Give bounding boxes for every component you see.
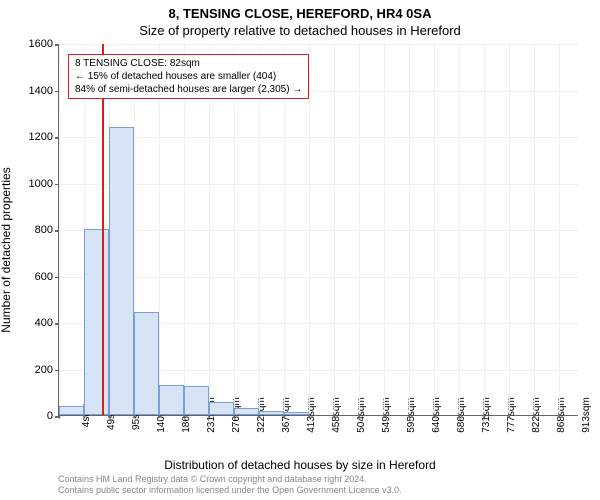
y-tick-label: 1200 (29, 131, 59, 143)
gridline-v (384, 44, 385, 415)
gridline-v (334, 44, 335, 415)
histogram-bar (184, 386, 209, 415)
gridline-h (59, 137, 578, 138)
gridline-v (484, 44, 485, 415)
histogram-bar (284, 412, 309, 415)
gridline-v (434, 44, 435, 415)
gridline-v (184, 44, 185, 415)
gridline-v (209, 44, 210, 415)
y-tick-label: 1400 (29, 85, 59, 97)
gridline-v (59, 44, 60, 415)
gridline-v (159, 44, 160, 415)
y-axis-label: Number of detached properties (0, 167, 13, 332)
gridline-v (509, 44, 510, 415)
y-tick-label: 1000 (29, 178, 59, 190)
histogram-bar (209, 402, 234, 415)
gridline-v (559, 44, 560, 415)
histogram-bar (109, 127, 134, 415)
gridline-h (59, 184, 578, 185)
chart-title-main: 8, TENSING CLOSE, HEREFORD, HR4 0SA (0, 0, 600, 21)
plot-region: 020040060080010001200140016004sqm49sqm95… (58, 44, 578, 416)
chart-area: 020040060080010001200140016004sqm49sqm95… (58, 44, 578, 416)
histogram-bar (59, 406, 84, 415)
property-marker-line (102, 44, 104, 415)
info-line-1: 8 TENSING CLOSE: 82sqm (75, 57, 302, 70)
y-tick-label: 0 (47, 410, 59, 422)
x-tick-label: 913sqm (559, 397, 592, 433)
histogram-bar (159, 385, 184, 415)
gridline-v (409, 44, 410, 415)
y-tick-label: 1600 (29, 38, 59, 50)
attribution-line-2: Contains public sector information licen… (58, 485, 402, 497)
y-tick-label: 800 (35, 224, 59, 236)
info-line-2: ← 15% of detached houses are smaller (40… (75, 70, 302, 83)
attribution-line-1: Contains HM Land Registry data © Crown c… (58, 474, 402, 486)
y-tick-label: 200 (35, 364, 59, 376)
property-info-box: 8 TENSING CLOSE: 82sqm ← 15% of detached… (68, 54, 309, 99)
histogram-bar (259, 411, 284, 415)
gridline-h (59, 44, 578, 45)
gridline-h (59, 230, 578, 231)
gridline-h (59, 277, 578, 278)
chart-title-sub: Size of property relative to detached ho… (0, 21, 600, 38)
histogram-bar (234, 408, 259, 415)
histogram-bar (84, 229, 109, 415)
y-tick-label: 400 (35, 317, 59, 329)
gridline-v (309, 44, 310, 415)
x-axis-label: Distribution of detached houses by size … (0, 458, 600, 472)
gridline-v (359, 44, 360, 415)
attribution: Contains HM Land Registry data © Crown c… (58, 474, 402, 497)
info-line-3: 84% of semi-detached houses are larger (… (75, 83, 302, 96)
gridline-v (234, 44, 235, 415)
gridline-v (534, 44, 535, 415)
histogram-bar (134, 312, 159, 415)
gridline-v (459, 44, 460, 415)
gridline-v (259, 44, 260, 415)
y-tick-label: 600 (35, 271, 59, 283)
gridline-v (284, 44, 285, 415)
